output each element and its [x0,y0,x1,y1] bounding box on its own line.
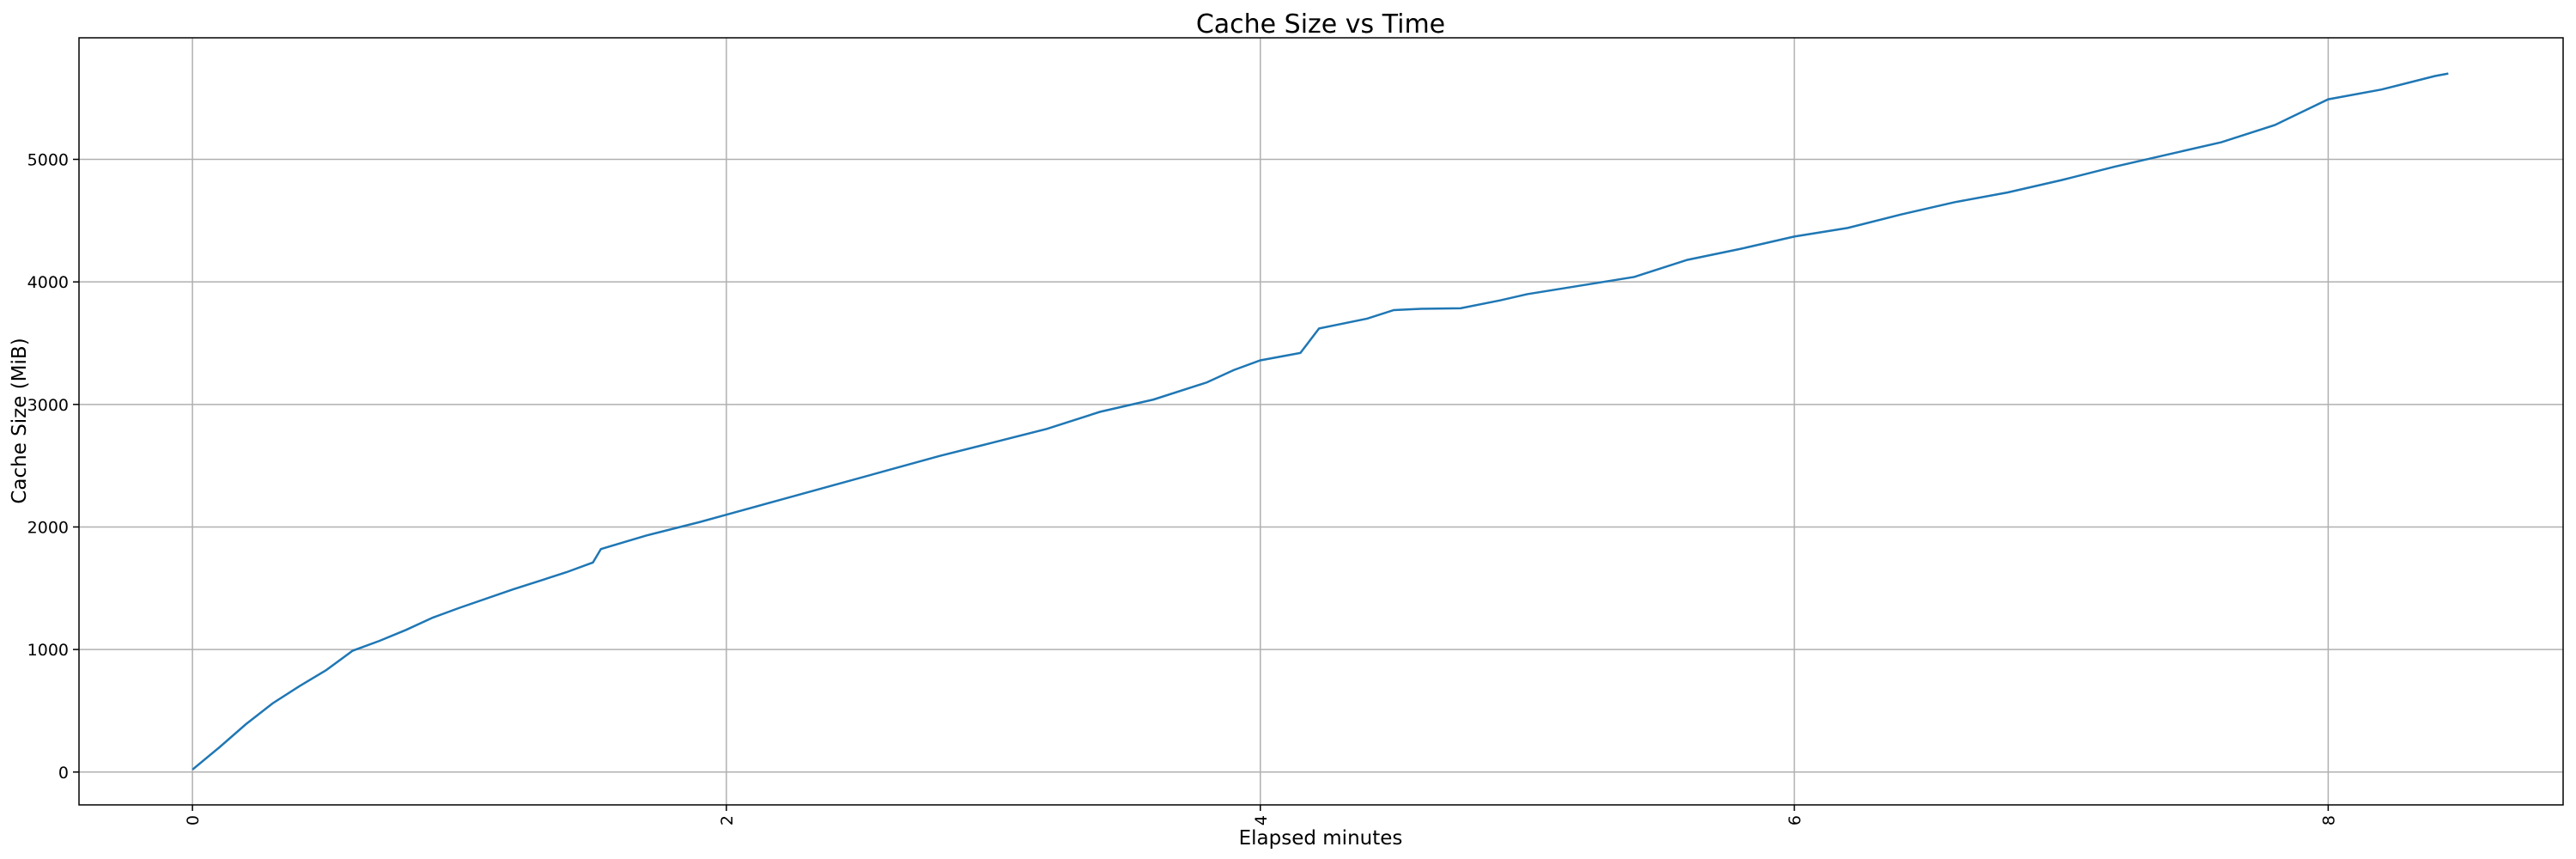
chart-title: Cache Size vs Time [1196,9,1445,40]
x-tick-label: 2 [718,815,737,825]
x-tick-label: 0 [184,815,203,825]
plot-frame [78,37,2564,806]
y-tick-label: 4000 [27,273,69,292]
x-axis-label: Elapsed minutes [1239,827,1403,850]
y-tick-label: 0 [58,764,69,783]
x-tick-label: 8 [2319,815,2338,825]
y-axis-label: Cache Size (MiB) [9,338,31,503]
x-tick-label: 4 [1252,815,1271,825]
y-tick-label: 1000 [27,641,69,660]
y-tick-label: 5000 [27,151,69,170]
y-tick-label: 2000 [27,518,69,537]
y-tick-label: 3000 [27,396,69,415]
x-tick-label: 6 [1786,815,1805,825]
data-line [191,72,2449,771]
